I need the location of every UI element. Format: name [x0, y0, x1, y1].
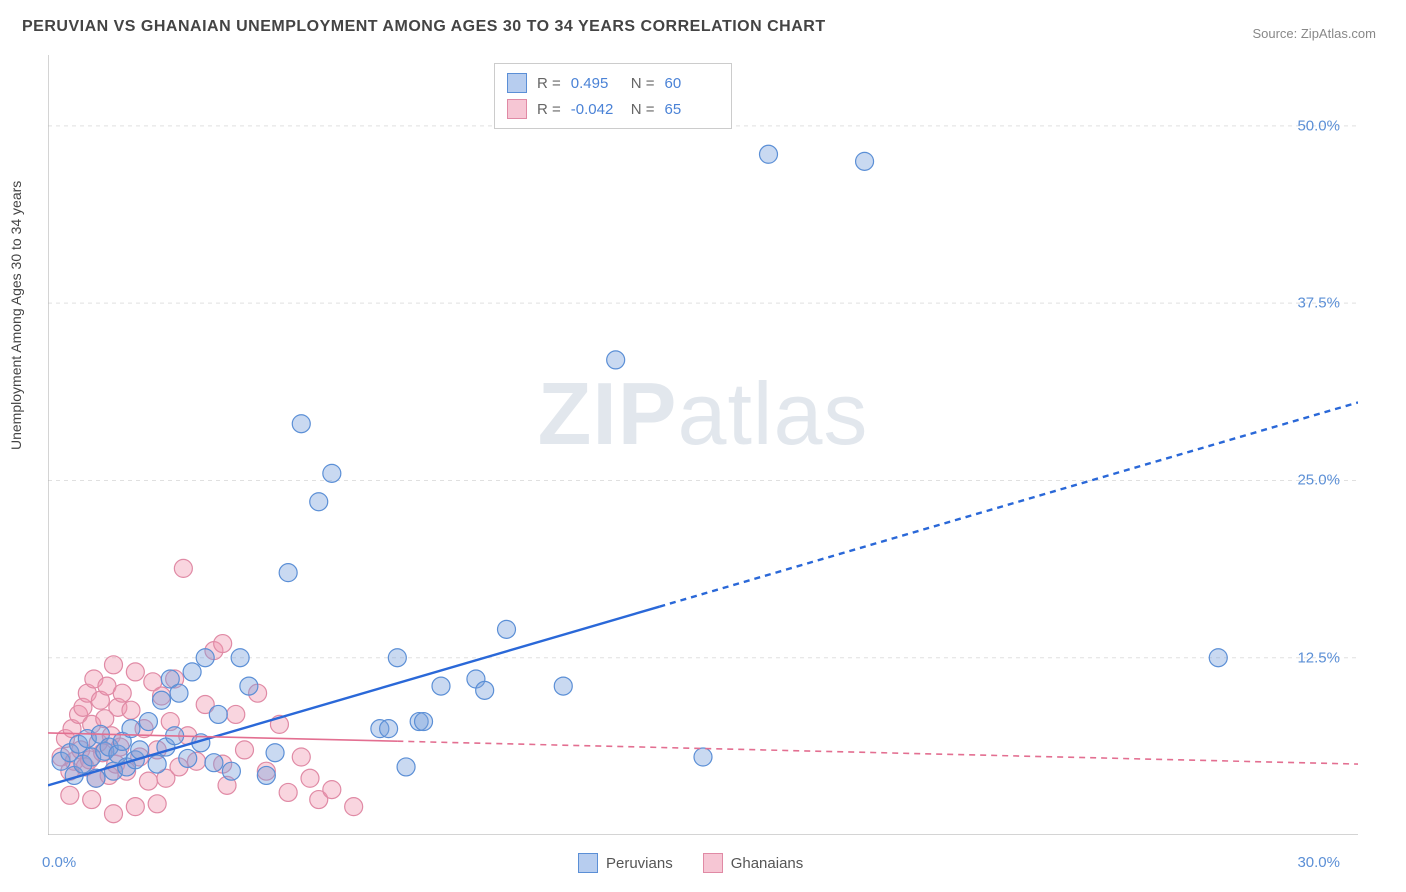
chart-area: ZIPatlas R = 0.495 N = 60 R = -0.042 N =… [48, 55, 1358, 835]
source-prefix: Source: [1252, 26, 1300, 41]
n-value-ghanaians: 65 [665, 101, 715, 118]
x-axis-min-label: 0.0% [42, 854, 76, 871]
swatch-peruvians [507, 73, 527, 93]
r-label: R = [537, 75, 561, 92]
scatter-chart-svg [48, 55, 1358, 835]
y-tick-label: 50.0% [1297, 117, 1340, 134]
legend-row-ghanaians: R = -0.042 N = 65 [507, 96, 715, 122]
n-label: N = [631, 101, 655, 118]
legend-label-peruvians: Peruvians [606, 855, 673, 872]
legend-correlation-box: R = 0.495 N = 60 R = -0.042 N = 65 [494, 63, 732, 129]
y-tick-label: 37.5% [1297, 295, 1340, 312]
y-tick-label: 25.0% [1297, 472, 1340, 489]
legend-label-ghanaians: Ghanaians [731, 855, 804, 872]
n-label: N = [631, 75, 655, 92]
n-value-peruvians: 60 [665, 75, 715, 92]
swatch-ghanaians [507, 99, 527, 119]
y-axis-label: Unemployment Among Ages 30 to 34 years [8, 181, 24, 450]
x-axis-max-label: 30.0% [1297, 854, 1340, 871]
legend-series: Peruvians Ghanaians [578, 853, 803, 873]
r-value-peruvians: 0.495 [571, 75, 621, 92]
chart-title: PERUVIAN VS GHANAIAN UNEMPLOYMENT AMONG … [22, 18, 826, 36]
source-name: ZipAtlas.com [1301, 26, 1376, 41]
swatch-peruvians [578, 853, 598, 873]
legend-row-peruvians: R = 0.495 N = 60 [507, 70, 715, 96]
r-value-ghanaians: -0.042 [571, 101, 621, 118]
swatch-ghanaians [703, 853, 723, 873]
r-label: R = [537, 101, 561, 118]
y-tick-label: 12.5% [1297, 649, 1340, 666]
legend-item-peruvians: Peruvians [578, 853, 673, 873]
source-attribution: Source: ZipAtlas.com [1252, 26, 1376, 41]
legend-item-ghanaians: Ghanaians [703, 853, 804, 873]
